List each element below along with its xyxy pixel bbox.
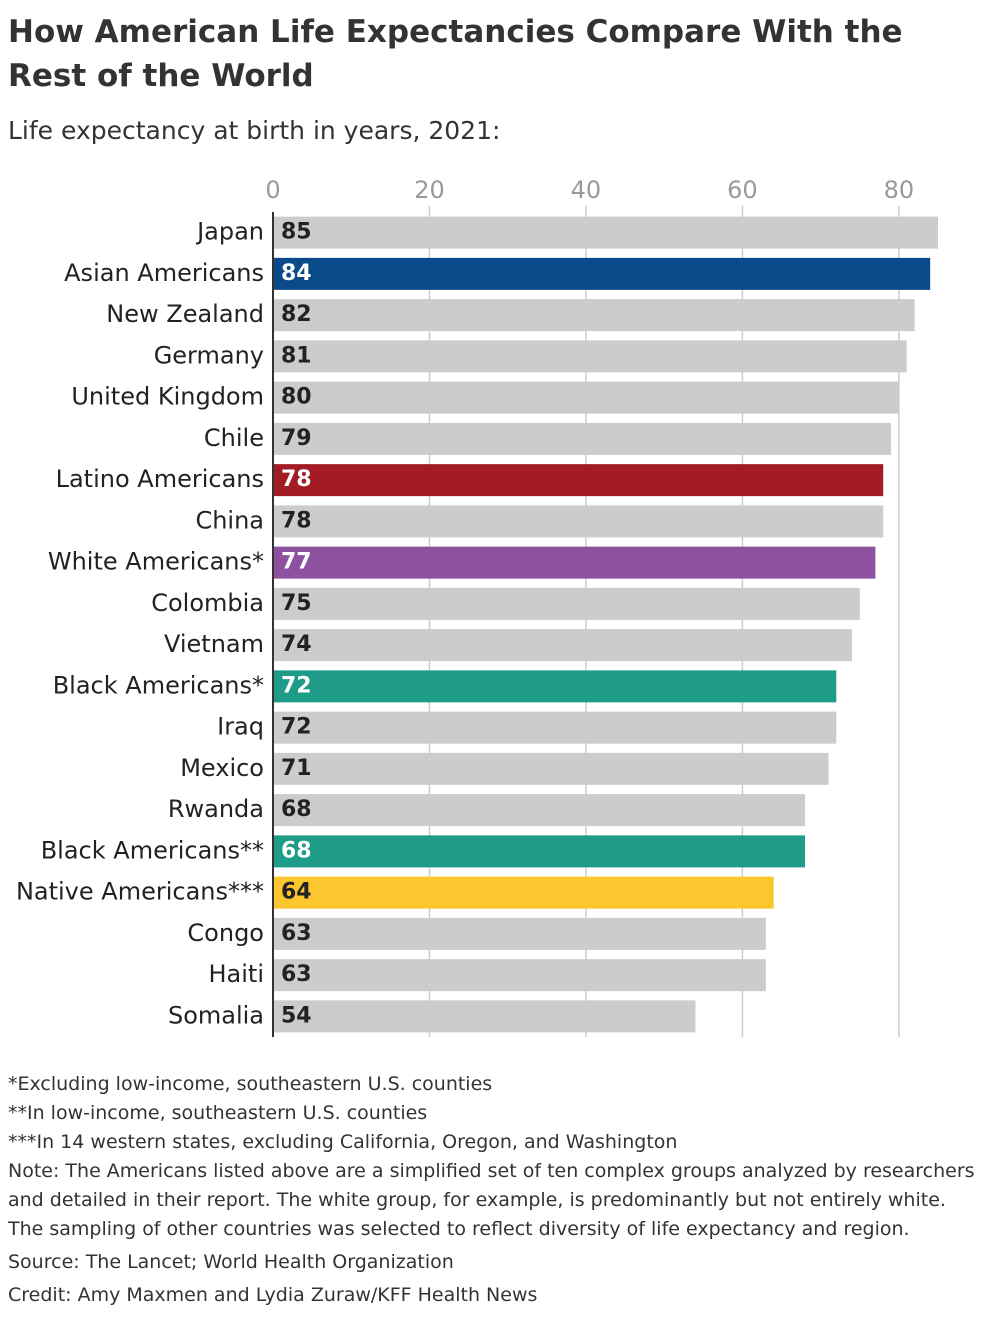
- y-tick-label: United Kingdom: [71, 383, 264, 411]
- bar: [273, 752, 829, 785]
- y-tick-label: Somalia: [168, 1001, 264, 1029]
- value-label: 68: [281, 838, 312, 863]
- value-label: 81: [281, 343, 312, 368]
- y-tick-label: Latino Americans: [56, 465, 264, 493]
- value-label: 54: [281, 1003, 312, 1028]
- bar: [273, 1000, 696, 1033]
- bar: [273, 216, 938, 249]
- x-tick-label: 20: [414, 176, 445, 204]
- chart-subtitle: Life expectancy at birth in years, 2021:: [8, 116, 501, 145]
- y-tick-label: New Zealand: [106, 300, 264, 328]
- value-label: 84: [281, 261, 312, 286]
- value-label: 77: [281, 550, 312, 575]
- bar: [273, 340, 907, 373]
- value-label: 78: [281, 508, 312, 533]
- value-label: 71: [281, 756, 312, 781]
- y-tick-label: Germany: [154, 341, 264, 369]
- note: **In low-income, southeastern U.S. count…: [8, 1102, 428, 1124]
- value-label: 82: [281, 302, 312, 327]
- y-tick-label: Japan: [195, 218, 264, 246]
- y-tick-label: Black Americans**: [41, 836, 264, 864]
- y-tick-label: Haiti: [209, 960, 265, 988]
- value-label: 72: [281, 673, 312, 698]
- bar: [273, 917, 766, 950]
- value-label: 79: [281, 426, 312, 451]
- bar: [273, 381, 899, 414]
- y-tick-label: Asian Americans: [64, 259, 264, 287]
- y-tick-label: White Americans*: [48, 548, 264, 576]
- bar: [273, 959, 766, 992]
- chart: 0 20 40 60 80 Japan 85 Asian Americans 84 New Zea…: [16, 176, 938, 1037]
- x-tick-label: 0: [265, 176, 280, 204]
- note: ***In 14 western states, excluding Calif…: [8, 1131, 678, 1153]
- x-tick-label: 60: [727, 176, 758, 204]
- note: Source: The Lancet; World Health Organiz…: [8, 1251, 454, 1273]
- value-label: 63: [281, 921, 312, 946]
- bar: [273, 299, 915, 332]
- y-tick-label: Native Americans***: [16, 878, 264, 906]
- y-tick-label: Black Americans*: [53, 671, 264, 699]
- bar: [273, 422, 892, 455]
- value-label: 75: [281, 591, 312, 616]
- y-tick-label: Rwanda: [168, 795, 264, 823]
- bar: [273, 505, 884, 538]
- y-tick-label: China: [195, 506, 264, 534]
- value-label: 78: [281, 467, 312, 492]
- x-tick-label: 40: [571, 176, 602, 204]
- y-tick-label: Vietnam: [164, 630, 264, 658]
- value-label: 64: [281, 880, 312, 905]
- bar: [273, 257, 931, 290]
- bar: [273, 464, 884, 497]
- value-label: 68: [281, 797, 312, 822]
- bar: [273, 546, 876, 579]
- bar: [273, 835, 805, 868]
- value-label: 80: [281, 385, 312, 410]
- y-tick-label: Colombia: [151, 589, 264, 617]
- x-tick-label: 80: [884, 176, 915, 204]
- y-tick-label: Iraq: [217, 713, 264, 741]
- value-label: 74: [281, 632, 312, 657]
- notes: *Excluding low-income, southeastern U.S.…: [8, 1070, 983, 1310]
- value-label: 72: [281, 715, 312, 740]
- bar: [273, 711, 837, 744]
- bar: [273, 629, 852, 662]
- value-label: 63: [281, 962, 312, 987]
- bar: [273, 587, 860, 620]
- note: Note: The Americans listed above are a s…: [8, 1160, 975, 1240]
- y-tick-label: Congo: [187, 919, 264, 947]
- bar: [273, 876, 774, 909]
- y-tick-label: Mexico: [180, 754, 264, 782]
- note: *Excluding low-income, southeastern U.S.…: [8, 1073, 493, 1095]
- bar: [273, 670, 837, 703]
- bar: [273, 794, 805, 827]
- note: Credit: Amy Maxmen and Lydia Zuraw/KFF H…: [8, 1284, 538, 1306]
- value-label: 85: [281, 220, 312, 245]
- y-tick-label: Chile: [204, 424, 264, 452]
- chart-title: How American Life Expectancies Compare W…: [8, 14, 903, 94]
